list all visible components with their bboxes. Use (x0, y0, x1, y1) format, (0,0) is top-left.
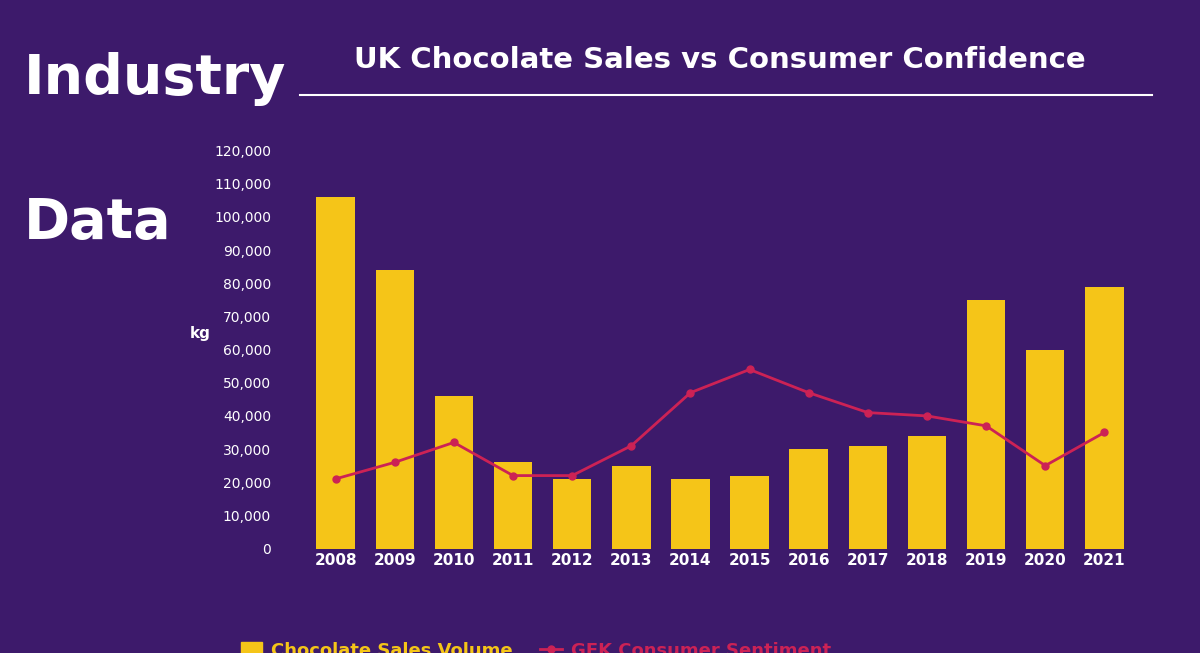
Bar (967, 300, 1006, 549)
Bar (434, 396, 473, 549)
Bar (731, 475, 769, 549)
Bar (493, 462, 533, 549)
Bar (848, 446, 887, 549)
Text: Data: Data (24, 196, 172, 250)
Bar (907, 436, 947, 549)
Legend: Chocolate Sales Volume, GFK Consumer Sentiment: Chocolate Sales Volume, GFK Consumer Sen… (241, 642, 830, 653)
Bar (1085, 287, 1123, 549)
Bar (1026, 349, 1064, 549)
Y-axis label: kg: kg (190, 326, 210, 340)
Bar (612, 466, 650, 549)
Text: UK Chocolate Sales vs Consumer Confidence: UK Chocolate Sales vs Consumer Confidenc… (354, 46, 1086, 74)
Bar (553, 479, 592, 549)
Bar (317, 197, 355, 549)
Text: Industry: Industry (24, 52, 287, 106)
Bar (376, 270, 414, 549)
Bar (790, 449, 828, 549)
Bar (671, 479, 709, 549)
